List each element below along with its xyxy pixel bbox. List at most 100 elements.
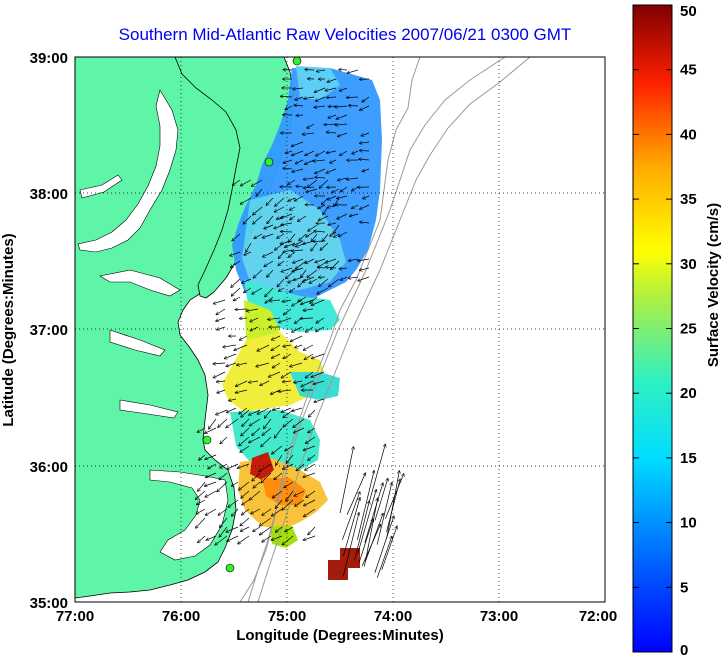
velocity-vector xyxy=(205,427,217,433)
velocity-vector xyxy=(328,114,337,118)
velocity-vector xyxy=(374,479,388,521)
velocity-vector xyxy=(249,381,259,382)
velocity-vector xyxy=(325,87,337,91)
velocity-vector xyxy=(293,258,304,263)
velocity-vector xyxy=(319,278,329,286)
velocity-vector xyxy=(252,427,261,435)
velocity-vector xyxy=(249,490,261,500)
velocity-vector xyxy=(265,287,274,297)
velocity-vector xyxy=(292,250,304,251)
velocity-vector xyxy=(257,407,270,414)
velocity-vector xyxy=(196,508,206,514)
velocity-vector xyxy=(242,508,250,515)
velocity-vector xyxy=(307,269,318,278)
velocity-vector xyxy=(256,188,263,196)
velocity-vector xyxy=(328,223,337,225)
velocity-vector xyxy=(256,362,270,366)
x-tick-label: 76:00 xyxy=(162,608,200,625)
velocity-vector xyxy=(266,197,274,205)
velocity-vector xyxy=(293,240,304,246)
velocity-vector xyxy=(337,195,348,199)
velocity-vector xyxy=(251,508,261,514)
velocity-vector xyxy=(279,287,285,291)
velocity-vector xyxy=(249,418,261,426)
velocity-vector xyxy=(238,535,250,544)
velocity-vector xyxy=(305,258,315,263)
velocity-vector xyxy=(313,380,325,384)
velocity-vector xyxy=(249,436,261,443)
velocity-vector xyxy=(368,444,385,503)
velocity-vector xyxy=(364,513,383,562)
velocity-vector xyxy=(279,317,292,322)
velocity-vector xyxy=(268,318,281,320)
velocity-vector xyxy=(304,508,316,517)
velocity-vector xyxy=(219,526,228,537)
velocity-vector xyxy=(301,380,314,387)
velocity-vector xyxy=(314,106,326,107)
velocity-vector xyxy=(298,296,307,301)
velocity-vector xyxy=(316,150,326,156)
velocity-vector xyxy=(360,105,370,110)
map-title: Southern Mid-Atlantic Raw Velocities 200… xyxy=(119,25,572,44)
velocity-vector xyxy=(306,326,314,332)
velocity-vector xyxy=(295,260,307,269)
velocity-vector xyxy=(197,427,206,432)
velocity-vector xyxy=(240,318,248,319)
velocity-vector xyxy=(340,186,348,192)
velocity-vector xyxy=(340,276,348,280)
velocity-vector xyxy=(277,233,285,238)
velocity-vector xyxy=(303,309,314,310)
velocity-vector xyxy=(196,517,206,528)
velocity-vector xyxy=(228,499,239,507)
velocity-vector xyxy=(331,260,340,270)
velocity-vector xyxy=(362,96,370,102)
velocity-vector xyxy=(252,287,263,294)
velocity-vector xyxy=(354,501,370,561)
velocity-vector xyxy=(305,69,315,70)
velocity-vector xyxy=(320,242,329,250)
velocity-vector xyxy=(253,215,263,224)
velocity-vector xyxy=(282,535,294,545)
velocity-vector xyxy=(358,276,370,281)
velocity-vector xyxy=(296,159,304,164)
velocity-vector xyxy=(329,278,340,287)
velocity-vector xyxy=(315,177,326,178)
y-tick-label: 36:00 xyxy=(30,459,68,476)
velocity-vector xyxy=(324,124,337,125)
velocity-vector xyxy=(290,335,303,341)
velocity-vector xyxy=(338,132,348,136)
velocity-vector xyxy=(253,526,261,531)
velocity-vector xyxy=(307,179,318,187)
velocity-vector xyxy=(232,481,239,486)
velocity-vector xyxy=(277,278,285,287)
velocity-vector xyxy=(305,371,314,378)
velocity-vector xyxy=(253,206,263,215)
velocity-vector xyxy=(271,344,281,350)
velocity-vector xyxy=(235,309,248,310)
velocity-vector xyxy=(347,97,359,98)
colorbar-tick-label: 25 xyxy=(680,321,697,338)
velocity-vector xyxy=(333,224,340,234)
velocity-vector xyxy=(334,197,340,206)
velocity-vector xyxy=(253,269,263,278)
velocity-vector xyxy=(315,168,326,173)
velocity-vector xyxy=(241,526,250,531)
velocity-vector xyxy=(304,499,316,506)
velocity-vector xyxy=(335,106,348,107)
velocity-vector xyxy=(286,454,294,463)
velocity-vector xyxy=(376,483,392,545)
velocity-vector xyxy=(223,344,237,347)
velocity-vector xyxy=(267,269,274,277)
velocity-vector xyxy=(283,353,292,358)
velocity-vector xyxy=(306,490,316,497)
velocity-vector xyxy=(250,326,259,331)
velocity-vector xyxy=(311,371,325,377)
velocity-vector xyxy=(312,353,325,358)
velocity-vector xyxy=(292,326,303,332)
velocity-vector xyxy=(299,233,307,240)
colorbar-tick-label: 20 xyxy=(680,385,697,402)
velocity-vector xyxy=(260,526,272,535)
velocity-vector xyxy=(227,463,239,469)
velocity-vector xyxy=(234,344,248,350)
velocity-vector xyxy=(259,463,272,471)
